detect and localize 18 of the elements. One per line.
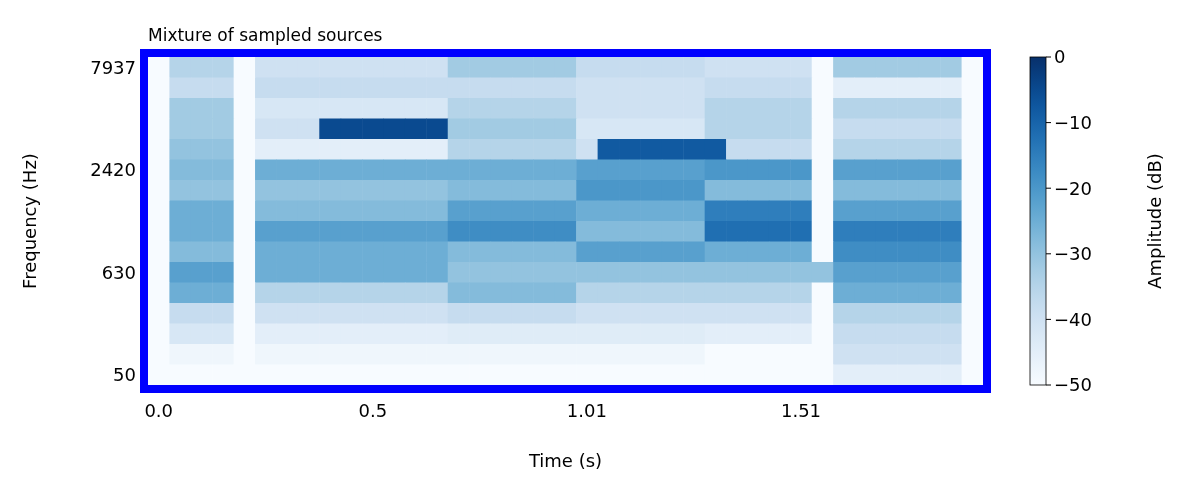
x-tick-label: 1.51 <box>780 400 822 421</box>
x-tick-label: 1.01 <box>566 400 607 421</box>
color-bar-label: −50 <box>1054 374 1092 396</box>
color-bar-label: −10 <box>1054 111 1092 133</box>
y-tick-label: 7937 <box>90 56 136 78</box>
color-bar-label: 0 <box>1054 46 1066 68</box>
y-axis-title: Frequency (Hz) <box>19 153 40 289</box>
color-bar-label: −20 <box>1054 177 1092 199</box>
color-bar-label: −30 <box>1054 243 1092 265</box>
y-tick-label: 630 <box>101 261 136 283</box>
chart-title: Mixture of sampled sources <box>148 25 383 45</box>
color-bar-label: −40 <box>1054 308 1092 330</box>
y-tick-label: 50 <box>113 364 136 386</box>
color-bar-title: Amplitude (dB) <box>1144 153 1165 289</box>
x-axis-title: Time (s) <box>527 450 603 471</box>
x-tick-label: 0.0 <box>144 400 174 421</box>
y-tick-label: 2420 <box>90 159 136 181</box>
x-tick-label: 0.5 <box>358 400 388 421</box>
